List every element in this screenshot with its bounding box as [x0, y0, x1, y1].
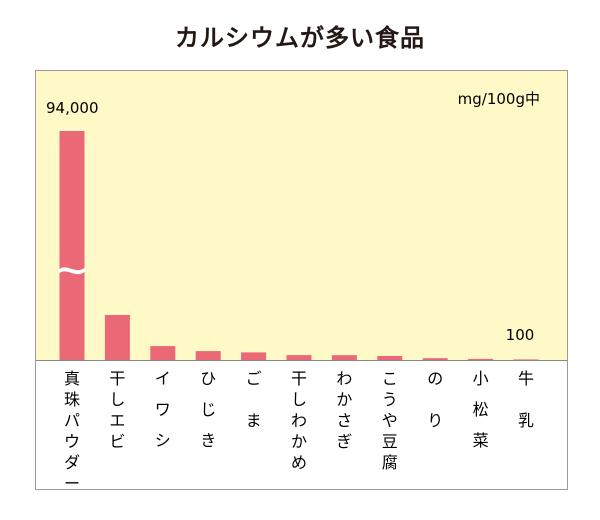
bar-9 — [468, 358, 494, 360]
bar-3 — [195, 351, 221, 360]
value-label-0: 94,000 — [46, 99, 99, 117]
plot-area — [36, 71, 567, 361]
bar-5 — [286, 355, 312, 360]
bar-4 — [241, 352, 267, 360]
category-label-0: 真珠パウダー — [64, 369, 80, 493]
unit-label: mg/100g中 — [458, 90, 540, 108]
category-label-3: ひじき — [200, 369, 216, 450]
category-label-1: 干しエビ — [109, 369, 125, 451]
bar-0 — [59, 131, 85, 360]
category-label-9: 小松菜 — [473, 369, 489, 450]
bar-7 — [377, 356, 403, 360]
category-labels-group: 真珠パウダー 干しエビ イワシ ひじき ごま 干しわかめ わかさぎ こうや豆腐 のり 小松菜 牛乳 — [64, 369, 534, 493]
chart-title: カルシウムが多い食品 — [175, 24, 425, 52]
category-label-10: 牛乳 — [518, 369, 534, 430]
bar-2 — [150, 346, 176, 360]
bar-1 — [104, 315, 130, 360]
axis-break-mark — [58, 267, 86, 275]
bars-group: 94,000 100 — [46, 99, 539, 360]
bar-6 — [331, 355, 357, 360]
value-label-10: 100 — [506, 326, 535, 344]
bar-8 — [422, 358, 448, 360]
category-label-2: イワシ — [155, 369, 171, 450]
category-label-6: わかさぎ — [336, 369, 352, 451]
category-label-7: こうや豆腐 — [382, 369, 398, 472]
bar-10 — [513, 359, 539, 360]
category-label-5: 干しわかめ — [291, 369, 307, 472]
category-label-8: のり — [427, 369, 443, 430]
category-label-4: ごま — [246, 369, 262, 430]
